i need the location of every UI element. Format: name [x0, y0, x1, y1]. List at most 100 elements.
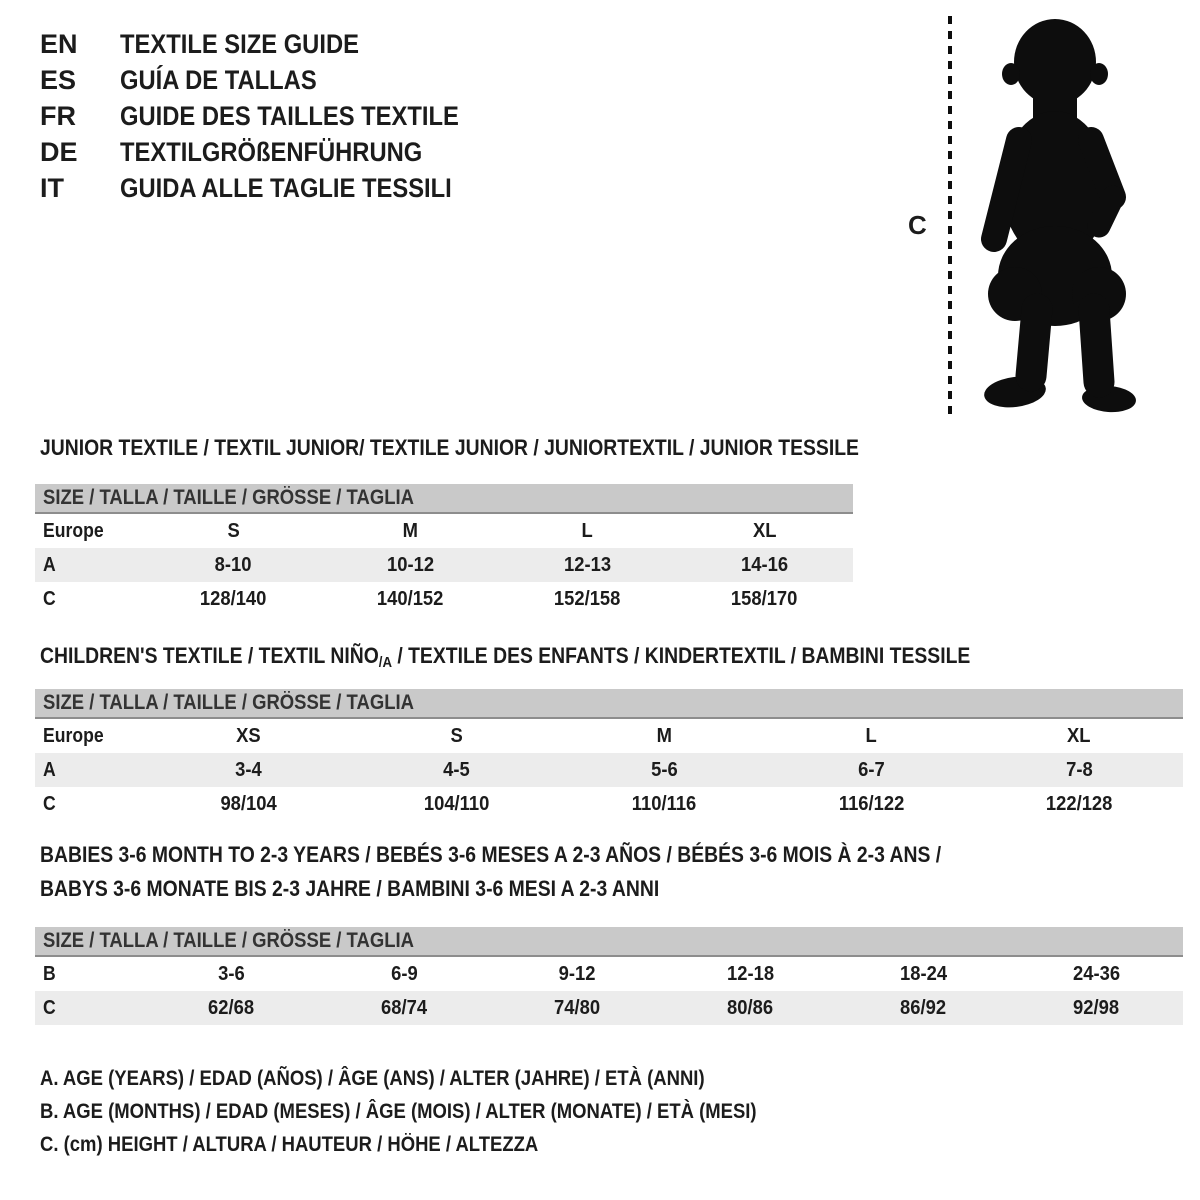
children-title-pre: CHILDREN'S TEXTILE / TEXTIL NIÑO — [40, 643, 379, 668]
table-cell: L — [499, 520, 676, 543]
table-cell: 62/68 — [145, 997, 318, 1020]
table-cell: XL — [975, 725, 1183, 748]
cell-text: 158/170 — [731, 587, 798, 610]
cell-text: 128/140 — [200, 587, 267, 610]
row-label-cell: C — [35, 588, 145, 611]
cell-text: S — [450, 724, 463, 747]
cell-text: 122/128 — [1045, 792, 1113, 815]
table-cell: S — [145, 520, 322, 543]
language-label: GUIDE DES TAILLES TEXTILE — [120, 101, 459, 131]
language-code: EN — [40, 29, 78, 59]
cell-text: 6-9 — [391, 962, 418, 985]
children-title-sub: /A — [378, 654, 392, 671]
height-dashed-line — [948, 16, 952, 418]
cell-text: 18-24 — [899, 962, 948, 985]
table-cell: 98/104 — [145, 793, 353, 816]
cell-text: 14-16 — [740, 553, 789, 576]
cell-text: C — [43, 792, 56, 815]
babies-title-line1: BABIES 3-6 MONTH TO 2-3 YEARS / BEBÉS 3-… — [40, 838, 1064, 872]
cell-text: XL — [752, 519, 777, 542]
table-cell: 86/92 — [837, 997, 1010, 1020]
row-label-cell: C — [35, 793, 145, 816]
height-measure-label: C — [908, 210, 927, 240]
table-row: Europe S M L XL — [35, 514, 853, 548]
language-row: IT GUIDA ALLE TAGLIE TESSILI — [40, 170, 505, 206]
table-cell: 14-16 — [676, 554, 853, 577]
cell-text: 3-4 — [235, 758, 263, 781]
cell-text: B — [43, 962, 56, 985]
language-title-list: EN TEXTILE SIZE GUIDE ES GUÍA DE TALLAS FR GU… — [40, 26, 505, 206]
table-cell: XS — [145, 725, 353, 748]
table-row: A 8-10 10-12 12-13 14-16 — [35, 548, 853, 582]
babies-title-line1-text: BABIES 3-6 MONTH TO 2-3 YEARS / BEBÉS 3-… — [40, 842, 942, 867]
language-row: FR GUIDE DES TAILLES TEXTILE — [40, 98, 505, 134]
language-label: TEXTILGRÖßENFÜHRUNG — [120, 137, 423, 167]
cell-text: 12-18 — [726, 962, 775, 985]
table-cell: 12-18 — [664, 963, 837, 986]
section-title-children: CHILDREN'S TEXTILE / TEXTIL NIÑO/A / TEX… — [40, 644, 1097, 675]
table-cell: 116/122 — [768, 793, 976, 816]
table-cell: 24-36 — [1010, 963, 1183, 986]
cell-text: 3-6 — [218, 962, 245, 985]
table-row: C 62/68 68/74 74/80 80/86 86/92 92/98 — [35, 991, 1183, 1025]
table-cell: 12-13 — [499, 554, 676, 577]
cell-text: 5-6 — [650, 758, 678, 781]
babies-size-table: SIZE / TALLA / TAILLE / GRÖSSE / TAGLIA B… — [35, 927, 1183, 1025]
table-cell: 140/152 — [322, 588, 499, 611]
table-cell: S — [353, 725, 561, 748]
size-header-bar: SIZE / TALLA / TAILLE / GRÖSSE / TAGLIA — [35, 927, 1183, 957]
cell-text: 12-13 — [563, 553, 612, 576]
cell-text: 152/158 — [554, 587, 621, 610]
size-header-text: SIZE / TALLA / TAILLE / GRÖSSE / TAGLIA — [43, 486, 414, 509]
table-cell: 10-12 — [322, 554, 499, 577]
table-cell: 158/170 — [676, 588, 853, 611]
language-row: EN TEXTILE SIZE GUIDE — [40, 26, 505, 62]
cell-text: 92/98 — [1073, 996, 1120, 1019]
language-code: IT — [40, 173, 64, 203]
language-code: FR — [40, 101, 76, 131]
section-title-babies: BABIES 3-6 MONTH TO 2-3 YEARS / BEBÉS 3-… — [40, 838, 1064, 906]
cell-text: L — [581, 519, 594, 542]
table-cell: M — [322, 520, 499, 543]
row-label-cell: Europe — [35, 725, 145, 748]
section-title-junior: JUNIOR TEXTILE / TEXTIL JUNIOR/ TEXTILE … — [40, 436, 971, 460]
legend-line-text: C. (cm) HEIGHT / ALTURA / HAUTEUR / HÖHE… — [40, 1133, 539, 1156]
language-code: ES — [40, 65, 77, 95]
table-cell: 110/116 — [560, 793, 768, 816]
table-cell: 7-8 — [975, 759, 1183, 782]
table-cell: 152/158 — [499, 588, 676, 611]
table-row: A 3-4 4-5 5-6 6-7 7-8 — [35, 753, 1183, 787]
cell-text: A — [43, 758, 56, 781]
cell-text: 74/80 — [554, 996, 601, 1019]
baby-silhouette-icon — [981, 19, 1136, 413]
table-cell: 3-4 — [145, 759, 353, 782]
cell-text: 140/152 — [377, 587, 444, 610]
table-row: B 3-6 6-9 9-12 12-18 18-24 24-36 — [35, 957, 1183, 991]
language-label: TEXTILE SIZE GUIDE — [120, 29, 359, 59]
table-cell: 74/80 — [491, 997, 664, 1020]
cell-text: M — [402, 519, 419, 542]
row-label-cell: A — [35, 759, 145, 782]
cell-text: Europe — [43, 724, 104, 747]
cell-text: 98/104 — [220, 792, 277, 815]
language-code: DE — [40, 137, 78, 167]
table-cell: L — [768, 725, 976, 748]
cell-text: 4-5 — [443, 758, 470, 781]
section-title-junior-text: JUNIOR TEXTILE / TEXTIL JUNIOR/ TEXTILE … — [40, 435, 859, 460]
legend-line: C. (cm) HEIGHT / ALTURA / HAUTEUR / HÖHE… — [40, 1128, 854, 1161]
legend-line-text: B. AGE (MONTHS) / EDAD (MESES) / ÂGE (MO… — [40, 1100, 757, 1123]
cell-text: M — [656, 724, 672, 747]
cell-text: 110/116 — [631, 792, 697, 815]
cell-text: C — [43, 996, 56, 1019]
cell-text: 10-12 — [386, 553, 435, 576]
table-cell: M — [560, 725, 768, 748]
table-cell: 104/110 — [353, 793, 561, 816]
cell-text: C — [43, 587, 56, 610]
table-row: Europe XS S M L XL — [35, 719, 1183, 753]
babies-title-line2: BABYS 3-6 MONATE BIS 2-3 JAHRE / BAMBINI… — [40, 872, 1064, 906]
table-cell: XL — [676, 520, 853, 543]
table-cell: 4-5 — [353, 759, 561, 782]
babies-title-line2-text: BABYS 3-6 MONATE BIS 2-3 JAHRE / BAMBINI… — [40, 876, 660, 901]
table-row: C 128/140 140/152 152/158 158/170 — [35, 582, 853, 616]
measurement-legend: A. AGE (YEARS) / EDAD (AÑOS) / ÂGE (ANS)… — [40, 1062, 854, 1161]
